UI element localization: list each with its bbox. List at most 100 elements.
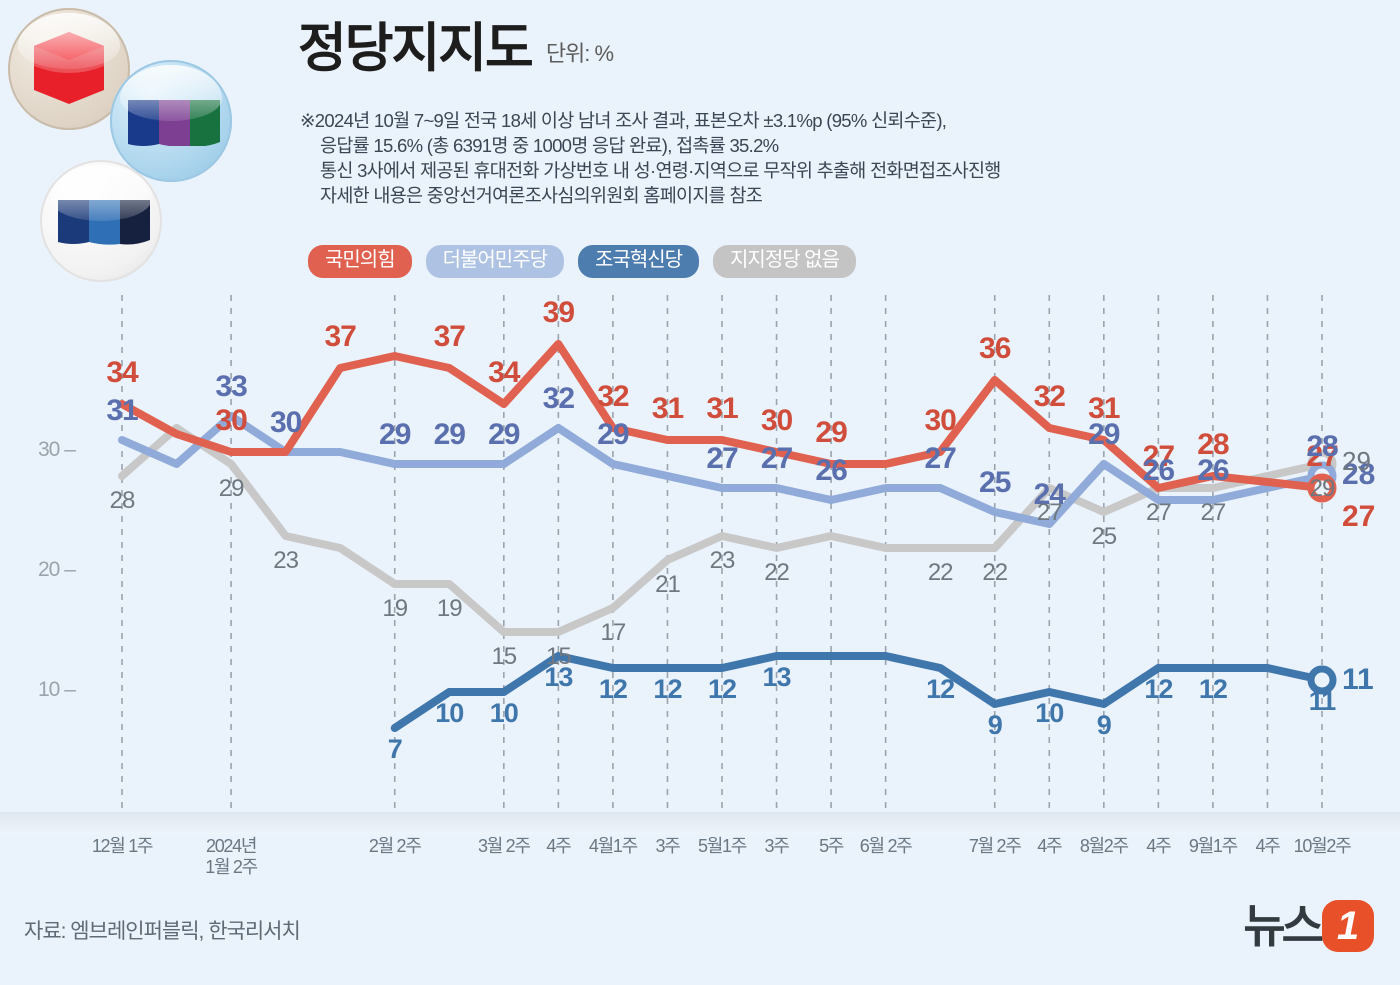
data-label: 31 (652, 392, 684, 425)
data-label: 27 (924, 442, 956, 475)
data-label: 29 (379, 418, 411, 451)
data-label: 27 (1037, 499, 1062, 526)
data-label: 27 (1143, 440, 1175, 473)
emblem-rebuilding-korea-party (40, 160, 162, 282)
y-tick-30: 30 – (38, 438, 76, 461)
data-label: 29 (488, 418, 520, 451)
x-tick-line: 3월 2주 (477, 836, 531, 856)
data-label: 32 (543, 382, 575, 415)
data-label: 13 (763, 662, 792, 692)
data-label: 29 (219, 475, 244, 502)
data-label: 27 (706, 442, 738, 475)
x-tick-line: 3주 (764, 836, 790, 856)
x-tick-label-5: 4월1주 (589, 836, 638, 857)
data-label: 32 (597, 380, 629, 413)
data-label: 21 (655, 571, 680, 598)
data-label: 23 (273, 547, 298, 574)
legend-item-3[interactable]: 지지정당 없음 (713, 245, 856, 278)
data-label: 25 (979, 466, 1011, 499)
end-value-label: 29 (1342, 446, 1371, 476)
survey-notes: ※2024년 10월 7~9일 전국 18세 이상 남녀 조사 결과, 표본오차… (300, 108, 1300, 208)
x-tick-line: 10월2주 (1293, 836, 1352, 856)
x-tick-label-6: 3주 (655, 836, 680, 857)
end-value-label: 28 (1342, 458, 1375, 491)
x-tick-label-10: 6월 2주 (859, 836, 913, 857)
data-label: 27 (1146, 499, 1171, 526)
end-value-label: 11 (1342, 663, 1374, 696)
data-label: 12 (1144, 674, 1172, 704)
x-tick-label-15: 9월1주 (1189, 836, 1238, 857)
data-label: 26 (815, 454, 847, 487)
data-label: 29 (815, 416, 847, 449)
series-line-3 (118, 424, 1326, 636)
x-tick-line: 4주 (1146, 836, 1171, 856)
data-label: 30 (761, 404, 793, 437)
x-tick-label-7: 5월1주 (698, 836, 747, 857)
series-line-1 (118, 412, 1326, 528)
x-tick-line: 4주 (1037, 836, 1062, 856)
logo-text: 뉴스 (1243, 900, 1324, 952)
note-line-4: 자세한 내용은 중앙선거여론조사심의위원회 홈페이지를 참조 (320, 185, 763, 206)
legend-item-1[interactable]: 더불어민주당 (425, 245, 565, 278)
data-label: 19 (382, 595, 407, 622)
note-line-1: ※2024년 10월 7~9일 전국 18세 이상 남녀 조사 결과, 표본오차… (300, 110, 947, 131)
data-label: 29 (434, 418, 466, 451)
emblem-democratic-party (110, 60, 232, 182)
data-label: 19 (437, 595, 462, 622)
note-line-2: 응답률 15.6% (총 6391명 중 1000명 응답 완료), 접촉률 3… (320, 135, 779, 156)
data-label: 32 (1034, 380, 1066, 413)
end-value-label: 27 (1342, 500, 1375, 533)
data-label: 34 (106, 356, 139, 389)
end-marker-0 (1307, 473, 1337, 503)
x-tick-line: 1월 2주 (205, 857, 258, 877)
data-label: 9 (1097, 710, 1112, 740)
x-tick-line: 5주 (819, 836, 844, 856)
x-tick-line: 4주 (1255, 836, 1280, 856)
x-tick-label-2: 2월 2주 (368, 836, 422, 857)
data-label: 15 (491, 643, 516, 670)
data-label: 25 (1091, 523, 1116, 550)
data-label: 29 (597, 418, 629, 451)
header: 정당지지도 단위: % (298, 22, 614, 75)
x-tick-label-12: 4주 (1037, 836, 1062, 857)
x-tick-label-14: 4주 (1146, 836, 1171, 857)
data-label: 26 (1197, 454, 1229, 487)
data-label: 17 (601, 619, 626, 646)
x-tick-line: 2월 2주 (368, 836, 422, 856)
data-label: 31 (106, 394, 138, 427)
data-label: 12 (708, 674, 736, 704)
data-label: 24 (1034, 478, 1067, 511)
data-label: 39 (543, 296, 575, 329)
x-tick-label-17: 10월2주 (1293, 836, 1352, 857)
legend-item-0[interactable]: 국민의힘 (308, 245, 412, 278)
y-tick-20: 20 – (38, 558, 76, 581)
data-label: 15 (546, 643, 571, 670)
data-label: 36 (979, 332, 1011, 365)
x-tick-label-13: 8월2주 (1080, 836, 1129, 857)
data-label: 11 (1309, 686, 1337, 716)
data-label: 22 (764, 559, 789, 586)
x-tick-line: 7월 2주 (968, 836, 1022, 856)
x-tick-line: 3주 (655, 836, 680, 856)
x-tick-label-9: 5주 (819, 836, 844, 857)
data-label: 37 (324, 320, 356, 353)
data-label: 28 (1306, 430, 1338, 463)
x-tick-label-1: 2024년 1월 2주 (205, 836, 258, 878)
data-label: 27 (1306, 440, 1338, 473)
data-label: 22 (928, 559, 953, 586)
data-label: 12 (653, 674, 681, 704)
source-note: 자료: 엠브레인퍼블릭, 한국리서치 (24, 920, 301, 943)
data-label: 23 (710, 547, 735, 574)
legend-item-2[interactable]: 조국혁신당 (578, 245, 700, 278)
emblem-gloss (49, 164, 153, 221)
x-tick-line: 6월 2주 (859, 836, 913, 856)
data-label: 29 (1310, 475, 1335, 502)
data-label: 30 (924, 404, 956, 437)
note-line-3: 통신 3사에서 제공된 휴대전화 가상번호 내 성·연령·지역으로 무작위 추출… (320, 160, 1001, 181)
x-tick-line: 12월 1주 (91, 836, 154, 856)
x-tick-label-8: 3주 (764, 836, 790, 857)
data-label: 37 (434, 320, 466, 353)
data-label: 12 (926, 674, 954, 704)
